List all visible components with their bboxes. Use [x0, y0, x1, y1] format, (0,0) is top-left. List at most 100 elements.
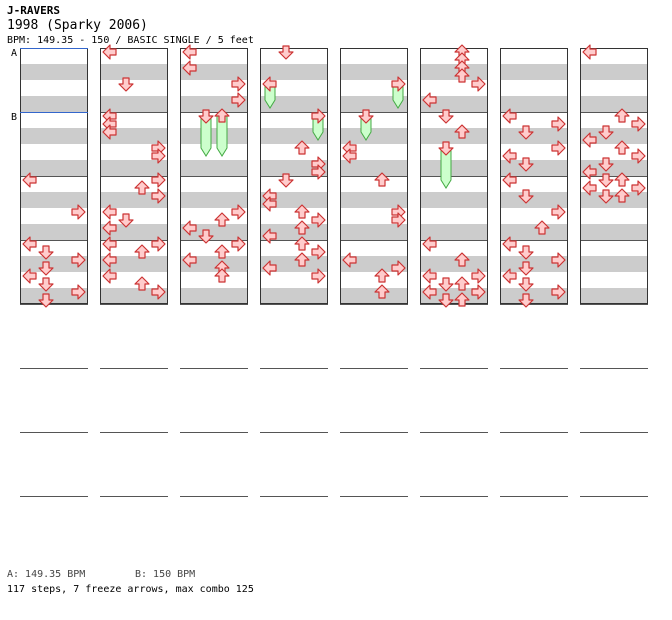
step-chart: AB: [11, 44, 648, 497]
step-arrow: [374, 172, 390, 187]
step-arrow: [294, 140, 310, 155]
step-arrow: [38, 245, 54, 260]
step-arrow: [151, 188, 166, 204]
step-arrow: [231, 92, 246, 108]
stripe: [580, 128, 648, 144]
step-arrow: [422, 268, 437, 284]
step-arrow: [71, 204, 86, 220]
step-arrow: [614, 108, 630, 123]
step-arrow: [438, 293, 454, 308]
column-border: [500, 48, 568, 304]
chart-info: BPM: 149.35 - 150 / BASIC SINGLE / 5 fee…: [7, 35, 254, 46]
step-arrow: [502, 172, 517, 188]
chart-column: [420, 48, 488, 497]
step-arrow: [294, 220, 310, 235]
step-arrow: [454, 68, 470, 83]
step-arrow: [278, 45, 294, 60]
step-arrow: [198, 109, 214, 124]
chart-column: [260, 48, 328, 497]
step-arrow: [102, 252, 117, 268]
step-arrow: [471, 268, 486, 284]
step-arrow: [182, 60, 197, 76]
stripe: [420, 288, 488, 304]
step-arrow: [214, 212, 230, 227]
stripe: [180, 256, 248, 272]
step-arrow: [151, 236, 166, 252]
step-arrow: [518, 125, 534, 140]
chart-stats: 117 steps, 7 freeze arrows, max combo 12…: [7, 584, 254, 595]
stripe: [420, 64, 488, 80]
stripe: [20, 192, 88, 208]
stripe: [500, 128, 568, 144]
stripe: [20, 288, 88, 304]
step-arrow: [102, 204, 117, 220]
step-arrow: [391, 260, 406, 276]
step-arrow: [342, 148, 357, 164]
step-arrow: [518, 261, 534, 276]
step-arrow: [502, 236, 517, 252]
step-arrow: [214, 108, 230, 123]
step-arrow: [262, 228, 277, 244]
step-arrow: [598, 189, 614, 204]
stripe: [340, 224, 408, 240]
step-arrow: [278, 173, 294, 188]
step-arrow: [311, 212, 326, 228]
stripe: [420, 192, 488, 208]
step-arrow: [38, 261, 54, 276]
stripe: [580, 96, 648, 112]
stripe: [340, 192, 408, 208]
step-arrow: [134, 244, 150, 259]
step-arrow: [518, 245, 534, 260]
stripe: [180, 288, 248, 304]
step-arrow: [598, 125, 614, 140]
stripe: [340, 160, 408, 176]
step-arrow: [38, 293, 54, 308]
step-arrow: [102, 44, 117, 60]
stripe: [340, 64, 408, 80]
step-arrow: [311, 244, 326, 260]
step-arrow: [358, 109, 374, 124]
stripe: [260, 64, 328, 80]
step-arrow: [342, 252, 357, 268]
step-arrow: [551, 116, 566, 132]
step-arrow: [518, 189, 534, 204]
step-arrow: [518, 293, 534, 308]
stripe: [180, 64, 248, 80]
stripe: [20, 128, 88, 144]
bpm-legend-a: A: 149.35 BPM: [7, 569, 86, 580]
step-arrow: [134, 180, 150, 195]
chart-column: [580, 48, 648, 497]
step-arrow: [422, 236, 437, 252]
stripe: [180, 128, 248, 144]
step-arrow: [231, 236, 246, 252]
step-arrow: [214, 268, 230, 283]
step-arrow: [582, 44, 597, 60]
step-arrow: [294, 204, 310, 219]
stripe: [20, 64, 88, 80]
step-arrow: [438, 277, 454, 292]
stripe: [420, 96, 488, 112]
step-arrow: [311, 268, 326, 284]
stripe: [100, 224, 168, 240]
step-arrow: [231, 76, 246, 92]
step-arrow: [182, 44, 197, 60]
step-arrow: [182, 252, 197, 268]
stripe: [500, 256, 568, 272]
stripe: [500, 288, 568, 304]
stripe: [580, 192, 648, 208]
stripe: [580, 160, 648, 176]
step-arrow: [631, 148, 646, 164]
stripe: [420, 256, 488, 272]
step-arrow: [518, 277, 534, 292]
step-arrow: [582, 132, 597, 148]
step-arrow: [631, 116, 646, 132]
stripe: [260, 256, 328, 272]
step-arrow: [454, 124, 470, 139]
step-arrow: [454, 276, 470, 291]
column-border: [420, 48, 488, 304]
column-border: [340, 48, 408, 304]
step-arrow: [102, 124, 117, 140]
step-arrow: [214, 244, 230, 259]
stripe: [20, 160, 88, 176]
step-arrow: [294, 236, 310, 251]
